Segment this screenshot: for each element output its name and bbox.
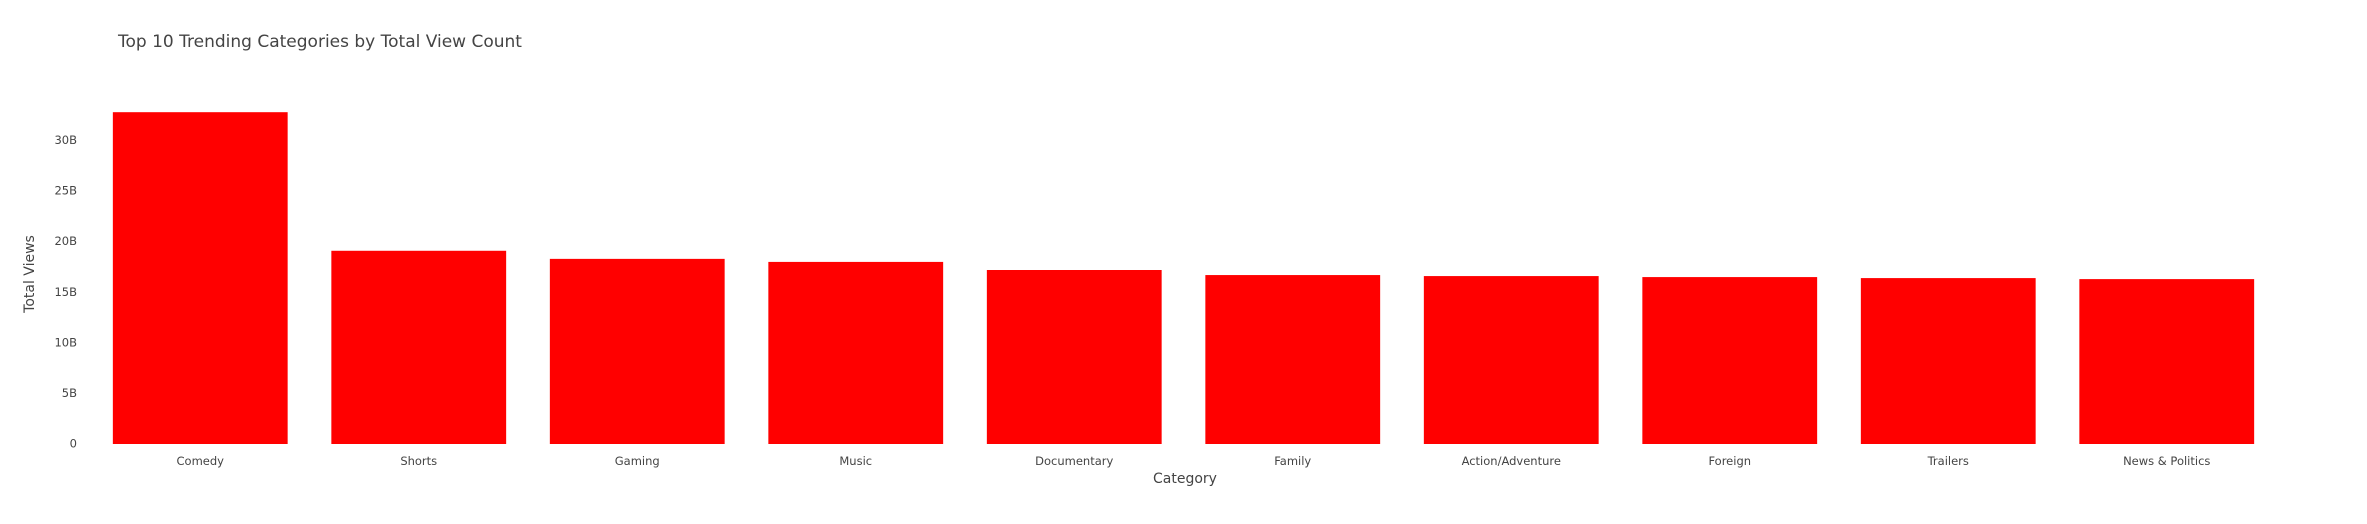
- y-tick-label: 30B: [54, 133, 77, 147]
- bar-music: [768, 261, 944, 444]
- y-tick-label: 25B: [54, 184, 77, 198]
- x-tick-label: Music: [839, 454, 872, 468]
- bar-gaming: [549, 258, 725, 444]
- y-tick-label: 10B: [54, 335, 77, 349]
- bar-foreign: [1642, 277, 1818, 444]
- bar-shorts: [331, 250, 507, 444]
- bar-trailers: [1860, 278, 2036, 444]
- bar-news-politics: [2079, 279, 2255, 444]
- x-tick-label: Comedy: [177, 454, 225, 468]
- x-tick-label: News & Politics: [2123, 454, 2210, 468]
- x-tick-label: Shorts: [400, 454, 437, 468]
- y-axis-ticks: 0 5B 10B 15B 20B 25B 30B: [54, 133, 77, 450]
- bar-documentary: [986, 270, 1162, 444]
- y-tick-label: 0: [70, 437, 77, 451]
- y-tick-label: 5B: [62, 386, 77, 400]
- x-tick-label: Action/Adventure: [1462, 454, 1561, 468]
- bar-action-adventure: [1423, 276, 1599, 444]
- x-tick-label: Documentary: [1035, 454, 1113, 468]
- x-tick-label: Family: [1274, 454, 1311, 468]
- bar-comedy: [112, 112, 288, 444]
- y-axis-title: Total Views: [22, 235, 38, 313]
- x-tick-label: Gaming: [615, 454, 660, 468]
- x-axis-ticks: Comedy Shorts Gaming Music Documentary Family…: [177, 454, 2211, 468]
- chart-title: Top 10 Trending Categories by Total View…: [118, 32, 522, 52]
- x-axis-title: Category: [1153, 471, 1217, 487]
- y-tick-label: 20B: [54, 234, 77, 248]
- bar-family: [1205, 275, 1381, 444]
- x-tick-label: Trailers: [1927, 454, 1969, 468]
- bars-group: [112, 112, 2255, 444]
- y-tick-label: 15B: [54, 285, 77, 299]
- x-tick-label: Foreign: [1708, 454, 1751, 468]
